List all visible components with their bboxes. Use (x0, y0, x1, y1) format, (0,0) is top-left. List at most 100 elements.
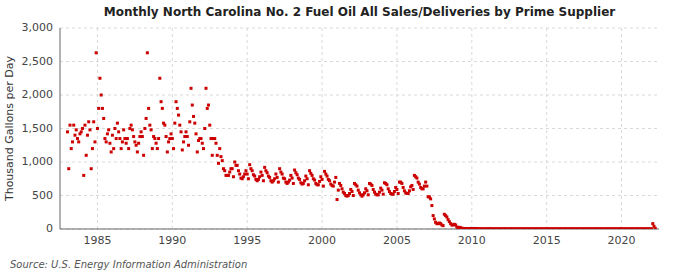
x-tick-label: 1985 (83, 234, 111, 247)
point (141, 135, 144, 138)
point (166, 150, 169, 153)
point (181, 148, 184, 151)
point (238, 173, 241, 176)
point (276, 176, 279, 179)
point (100, 94, 103, 97)
point (321, 178, 324, 181)
y-grid-line (60, 28, 659, 29)
point (422, 187, 425, 190)
point (72, 124, 75, 127)
source-note: Source: U.S. Energy Information Administ… (10, 259, 247, 270)
point (201, 142, 204, 145)
point (173, 122, 176, 125)
point (133, 140, 136, 143)
point (95, 51, 98, 54)
point (81, 127, 84, 130)
point (170, 132, 173, 135)
point (83, 124, 86, 127)
x-tick-label: 2005 (383, 234, 411, 247)
point (153, 137, 156, 140)
point (70, 147, 73, 150)
point (400, 182, 403, 185)
point (160, 100, 163, 103)
point (402, 186, 405, 189)
point (334, 176, 337, 179)
point (337, 189, 340, 192)
x-grid-line (396, 28, 397, 229)
point (246, 173, 249, 176)
point (191, 104, 194, 107)
point (97, 107, 100, 110)
point (148, 124, 151, 127)
point (93, 140, 96, 143)
point (308, 169, 311, 172)
point (207, 104, 210, 107)
points (66, 51, 657, 229)
point (424, 181, 427, 184)
point (75, 128, 78, 131)
point (125, 142, 128, 145)
point (442, 224, 445, 227)
point (430, 204, 433, 207)
point (352, 194, 355, 197)
point (216, 154, 219, 157)
point (163, 124, 166, 127)
point (380, 189, 383, 192)
x-tick-label: 1995 (233, 234, 261, 247)
point (117, 130, 120, 133)
point (319, 175, 322, 178)
y-tick-label: 1,000 (22, 155, 54, 168)
point (211, 154, 214, 157)
point (214, 142, 217, 145)
point (107, 128, 110, 131)
point (407, 192, 410, 195)
point (412, 188, 415, 191)
point (317, 183, 320, 186)
point (185, 130, 188, 133)
point (86, 134, 89, 137)
point (112, 147, 115, 150)
point (67, 167, 70, 170)
point (247, 177, 250, 180)
point (262, 179, 265, 182)
axes: 05001,0001,5002,0002,5003,00019851990199… (22, 21, 660, 247)
point (336, 198, 339, 201)
x-tick-label: 2000 (308, 234, 336, 247)
point (85, 154, 88, 157)
point (145, 117, 148, 120)
point (91, 147, 94, 150)
point (115, 137, 118, 140)
point (90, 167, 93, 170)
point (171, 137, 174, 140)
point (176, 107, 179, 110)
title: Monthly North Carolina No. 2 Fuel Oil Al… (104, 5, 616, 19)
point (311, 174, 314, 177)
point (206, 107, 209, 110)
point (98, 77, 101, 80)
point (111, 134, 114, 137)
point (292, 182, 295, 185)
point (203, 127, 206, 130)
point (445, 215, 448, 218)
point (195, 132, 198, 135)
point (261, 174, 264, 177)
point (323, 170, 326, 173)
point (110, 150, 113, 153)
x-tick-label: 2010 (458, 234, 486, 247)
point (259, 171, 262, 174)
point (127, 147, 130, 150)
point (151, 147, 154, 150)
point (130, 124, 133, 127)
point (187, 144, 190, 147)
point (221, 159, 224, 162)
x-grid-line (546, 28, 547, 229)
point (142, 154, 145, 157)
point (71, 140, 74, 143)
point (77, 140, 80, 143)
point (76, 137, 79, 140)
y-grid-line (60, 61, 659, 62)
x-grid-line (247, 28, 248, 229)
x-tick-label: 1990 (158, 234, 186, 247)
point (242, 175, 245, 178)
point (387, 187, 390, 190)
